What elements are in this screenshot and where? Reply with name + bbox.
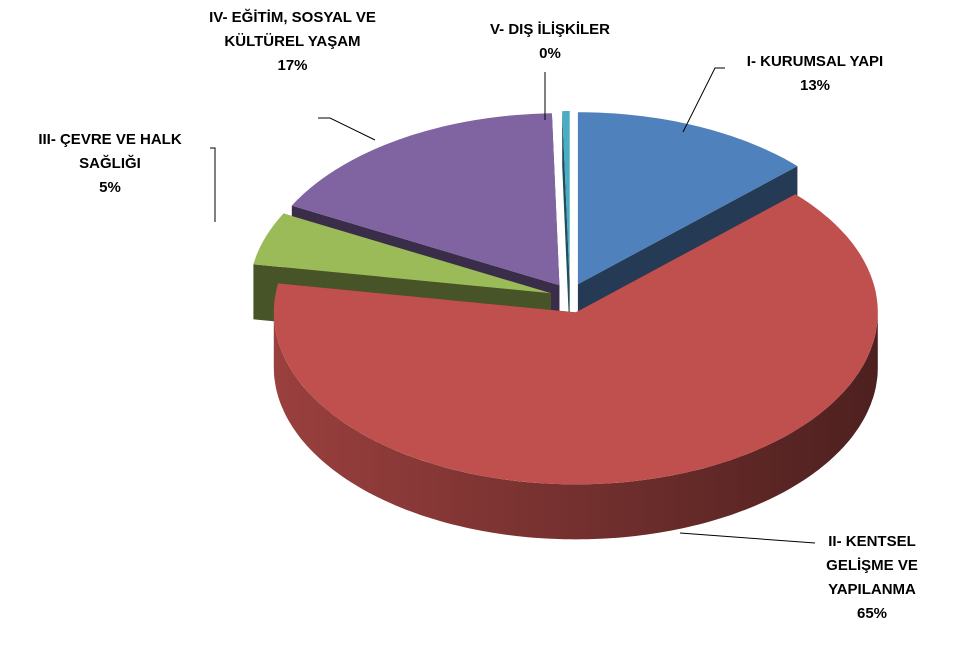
leader-line xyxy=(682,67,725,133)
value-label: 17% xyxy=(277,57,308,74)
category-label: IV- EĞİTİM, SOSYAL VE KÜLTÜREL YAŞAM xyxy=(209,9,376,50)
slice xyxy=(253,213,551,294)
category-label: III- ÇEVRE VE HALK SAĞLIĞI xyxy=(38,131,182,172)
value-label: 5% xyxy=(99,179,121,196)
slice-label: II- KENTSEL GELİŞME VE YAPILANMA 65% xyxy=(812,530,932,626)
value-label: 0% xyxy=(539,45,561,62)
slice-label: IV- EĞİTİM, SOSYAL VE KÜLTÜREL YAŞAM 17% xyxy=(185,6,400,78)
slice xyxy=(577,112,798,285)
slice-label: V- DIŞ İLİŞKİLER 0% xyxy=(455,18,645,66)
slice-label: I- KURUMSAL YAPI 13% xyxy=(720,50,910,98)
slice xyxy=(291,113,560,286)
slice xyxy=(273,194,878,485)
value-label: 13% xyxy=(799,77,831,94)
leader-lines xyxy=(210,67,816,544)
leader-line xyxy=(679,532,816,544)
category-label: II- KENTSEL GELİŞME VE YAPILANMA xyxy=(826,533,918,598)
slice xyxy=(562,111,570,283)
value-label: 65% xyxy=(856,605,888,622)
leader-line xyxy=(210,147,216,222)
slice-side xyxy=(562,111,570,338)
category-label: V- DIŞ İLİŞKİLER xyxy=(489,21,610,38)
slice-wall xyxy=(273,312,878,540)
category-label: I- KURUMSAL YAPI xyxy=(746,53,884,70)
leader-line xyxy=(318,117,376,141)
slice-label: III- ÇEVRE VE HALK SAĞLIĞI 5% xyxy=(15,128,205,200)
